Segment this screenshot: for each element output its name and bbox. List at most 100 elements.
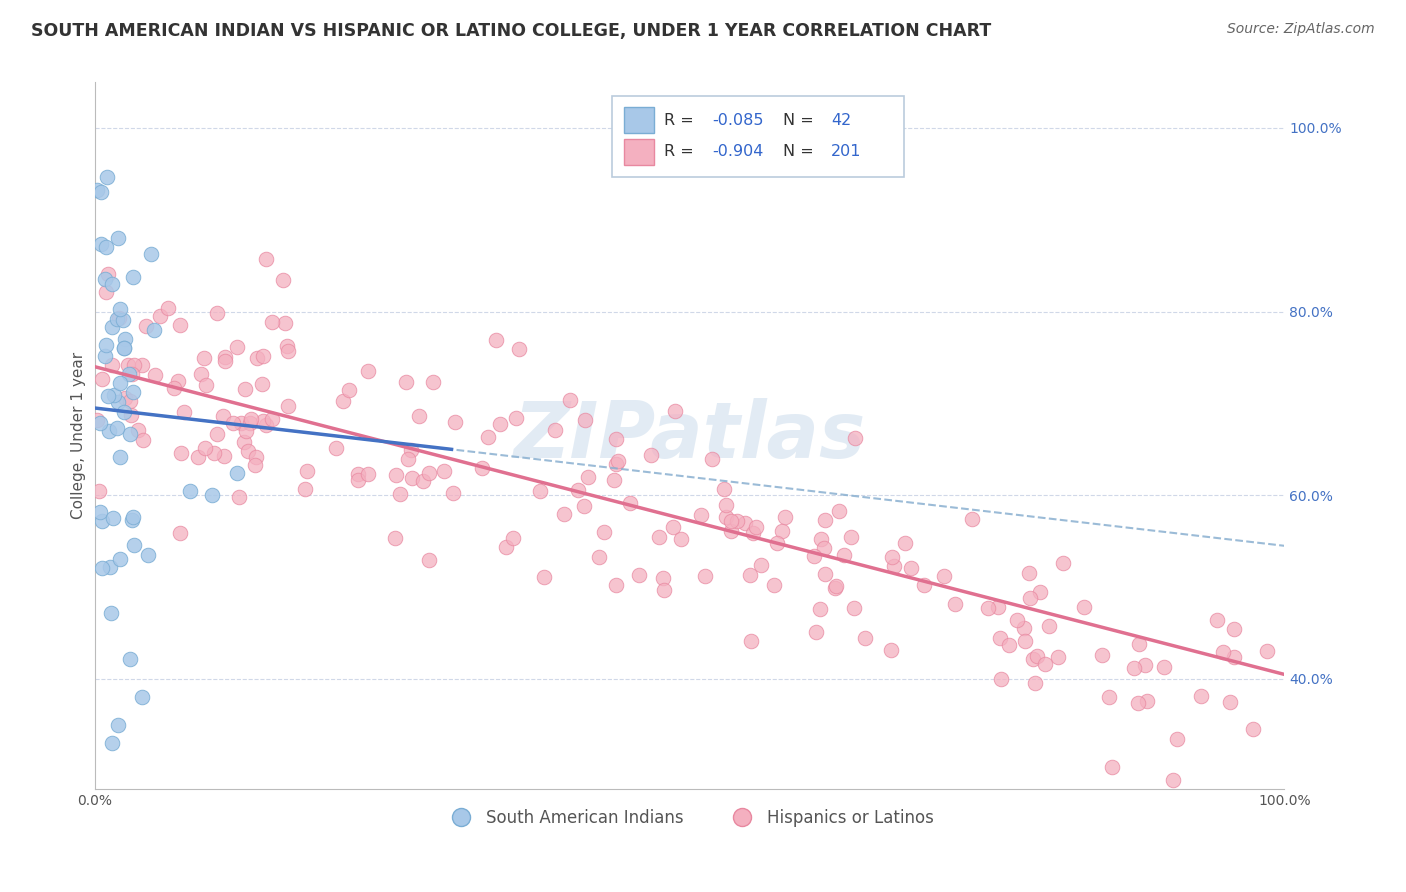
Point xyxy=(825,579,848,593)
Point xyxy=(107,231,129,245)
Point xyxy=(101,736,124,750)
Point xyxy=(489,417,512,431)
Point xyxy=(226,466,249,480)
Point xyxy=(770,524,793,538)
Point xyxy=(149,309,172,323)
FancyBboxPatch shape xyxy=(612,96,904,178)
Point xyxy=(107,718,129,732)
Point xyxy=(97,389,120,403)
Point xyxy=(399,442,422,457)
Point xyxy=(89,505,111,519)
Point xyxy=(880,643,903,657)
Point xyxy=(1189,689,1212,703)
Text: ZIPatlas: ZIPatlas xyxy=(513,398,866,474)
Point xyxy=(117,358,139,372)
Point xyxy=(745,520,768,534)
Point xyxy=(990,672,1012,686)
Point xyxy=(844,431,866,445)
Point xyxy=(124,538,146,552)
Point xyxy=(271,273,294,287)
Point xyxy=(1136,694,1159,708)
Point xyxy=(766,535,789,549)
Point xyxy=(1018,566,1040,580)
Point xyxy=(274,316,297,330)
Point xyxy=(839,530,862,544)
Point xyxy=(828,504,851,518)
Point xyxy=(803,549,825,564)
Point xyxy=(1101,759,1123,773)
Point xyxy=(749,558,772,572)
Point xyxy=(347,467,370,481)
Point xyxy=(1241,722,1264,736)
Point xyxy=(976,601,998,615)
Point xyxy=(810,532,832,546)
Point xyxy=(607,454,630,468)
Point xyxy=(235,425,257,439)
Point xyxy=(384,531,406,545)
Point xyxy=(205,427,228,442)
Text: -0.085: -0.085 xyxy=(711,112,763,128)
Point xyxy=(444,415,467,429)
Point xyxy=(1212,645,1234,659)
Point xyxy=(560,392,582,407)
Point xyxy=(212,409,235,424)
Point xyxy=(96,240,118,254)
Point xyxy=(114,332,136,346)
Point xyxy=(131,358,153,372)
Point xyxy=(385,467,408,482)
Point xyxy=(229,417,252,431)
Point xyxy=(143,323,166,337)
Point xyxy=(122,270,145,285)
Point xyxy=(132,433,155,447)
Point xyxy=(763,578,786,592)
Point xyxy=(254,252,277,267)
Point xyxy=(1153,659,1175,673)
Point xyxy=(233,382,256,396)
Point xyxy=(108,552,131,566)
Text: Source: ZipAtlas.com: Source: ZipAtlas.com xyxy=(1227,22,1375,37)
Point xyxy=(1128,696,1150,710)
Point xyxy=(118,427,141,442)
Point xyxy=(236,443,259,458)
Point xyxy=(422,376,444,390)
Point xyxy=(96,338,118,352)
Point xyxy=(91,561,114,575)
Point xyxy=(170,446,193,460)
Point xyxy=(101,511,124,525)
Point xyxy=(808,601,831,615)
Text: R =: R = xyxy=(665,112,699,128)
Point xyxy=(135,318,157,333)
Point xyxy=(734,516,756,530)
Point xyxy=(418,553,440,567)
Point xyxy=(814,513,837,527)
Point xyxy=(664,404,686,418)
Point xyxy=(1123,661,1146,675)
Point xyxy=(96,169,118,184)
Point xyxy=(277,343,299,358)
Point xyxy=(121,408,143,422)
Point xyxy=(86,184,108,198)
Text: SOUTH AMERICAN INDIAN VS HISPANIC OR LATINO COLLEGE, UNDER 1 YEAR CORRELATION CH: SOUTH AMERICAN INDIAN VS HISPANIC OR LAT… xyxy=(31,22,991,40)
Point xyxy=(254,417,277,432)
Point xyxy=(740,568,762,582)
Point xyxy=(89,483,111,498)
Point xyxy=(720,514,742,528)
Point xyxy=(433,464,456,478)
Point xyxy=(250,377,273,392)
Point xyxy=(139,247,162,261)
Point xyxy=(94,272,117,286)
Point xyxy=(880,549,903,564)
Point xyxy=(813,541,835,556)
Point xyxy=(276,339,298,353)
Point xyxy=(332,393,354,408)
Point xyxy=(824,581,846,595)
Point xyxy=(627,568,650,582)
Point xyxy=(121,513,143,527)
Point xyxy=(408,409,430,424)
Text: 201: 201 xyxy=(831,145,862,160)
Point xyxy=(107,311,129,326)
Point xyxy=(576,470,599,484)
Point xyxy=(1073,600,1095,615)
Point xyxy=(702,452,724,467)
Point xyxy=(605,457,627,471)
